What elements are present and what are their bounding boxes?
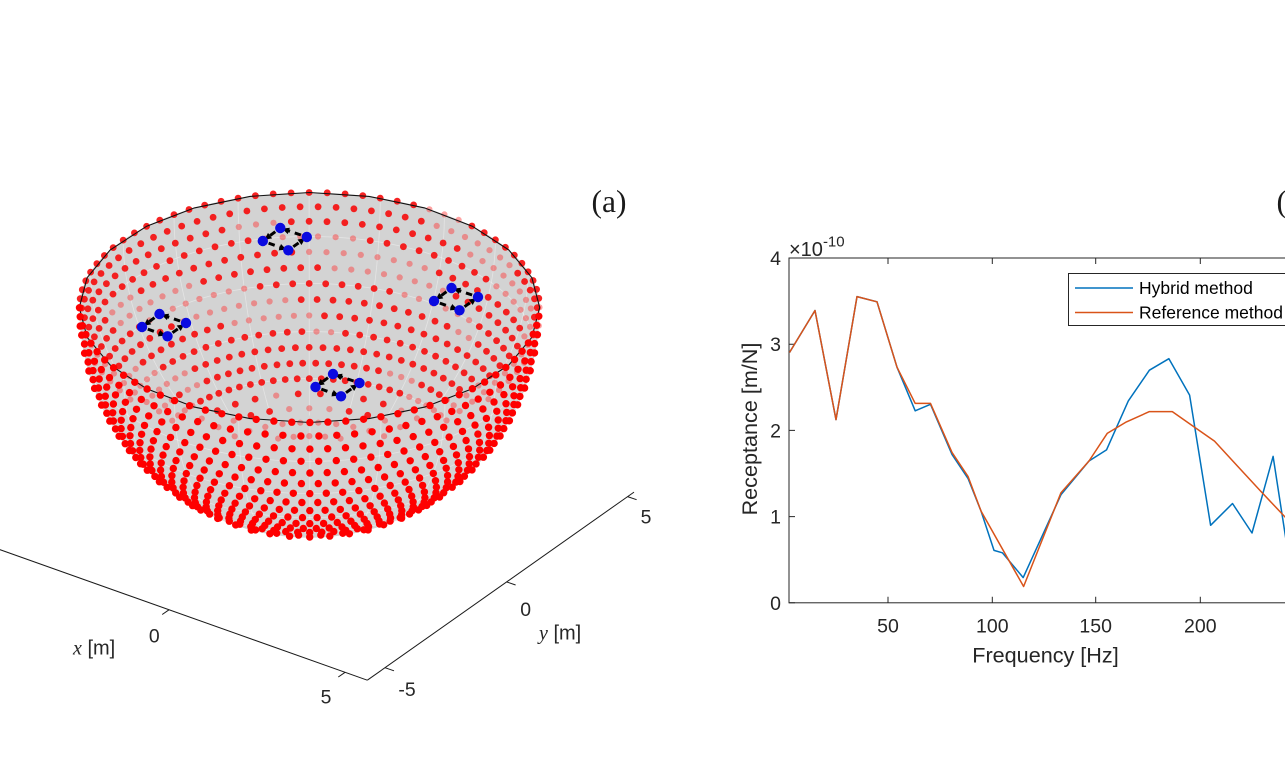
svg-text:2: 2 (770, 420, 781, 442)
svg-text:200: 200 (1184, 616, 1217, 638)
svg-text:Frequency [Hz]: Frequency [Hz] (972, 642, 1118, 667)
svg-text:100: 100 (976, 616, 1009, 638)
svg-text:Receptance [m/N]: Receptance [m/N] (737, 343, 762, 516)
svg-text:0: 0 (770, 593, 781, 615)
svg-text:Reference method: Reference method (1139, 303, 1283, 323)
svg-text:50: 50 (877, 616, 899, 638)
svg-text:×10-10: ×10-10 (789, 234, 845, 262)
svg-text:1: 1 (770, 507, 781, 529)
svg-text:0: 0 (149, 625, 160, 647)
svg-text:5: 5 (641, 507, 652, 529)
svg-text:3: 3 (770, 334, 781, 356)
svg-text:0: 0 (520, 599, 531, 621)
svg-text:150: 150 (1079, 616, 1112, 638)
svg-text:x [m]: x [m] (72, 638, 115, 660)
svg-text:4: 4 (770, 248, 781, 270)
svg-text:Hybrid method: Hybrid method (1139, 278, 1253, 298)
svg-text:5: 5 (321, 687, 332, 709)
svg-text:y [m]: y [m] (537, 623, 581, 645)
svg-text:-5: -5 (398, 679, 415, 701)
